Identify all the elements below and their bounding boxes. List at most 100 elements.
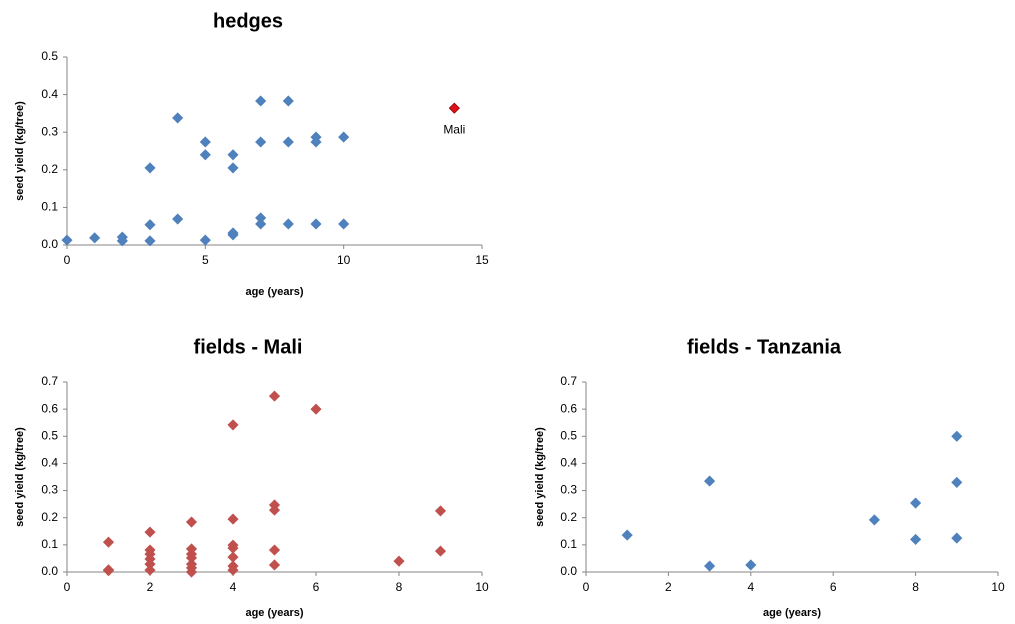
chart-title: fields - Tanzania (687, 336, 842, 358)
data-point (282, 95, 294, 107)
data-point (61, 234, 73, 246)
data-point (144, 219, 156, 231)
x-tick-label: 0 (64, 580, 71, 594)
y-tick-label: 0.1 (560, 537, 577, 551)
y-tick-label: 0.0 (41, 564, 58, 578)
data-point (704, 560, 716, 572)
y-tick-label: 0.4 (560, 456, 577, 470)
data-point (910, 497, 922, 509)
data-point (310, 218, 322, 230)
y-tick-label: 0.6 (41, 401, 58, 415)
y-tick-label: 0.4 (41, 87, 58, 101)
data-point (144, 162, 156, 174)
data-point (310, 136, 322, 148)
x-tick-label: 5 (202, 253, 209, 267)
data-point (338, 131, 350, 143)
data-point (704, 475, 716, 487)
point-annotation: Mali (443, 122, 465, 136)
x-axis-title: age (years) (245, 286, 303, 298)
data-point (227, 419, 239, 431)
data-point (144, 235, 156, 247)
y-tick-label: 0.0 (41, 237, 58, 251)
data-point (621, 529, 633, 541)
data-point (268, 390, 281, 402)
data-point (434, 545, 447, 557)
x-tick-label: 0 (583, 580, 590, 594)
data-point (144, 564, 156, 576)
data-point (116, 235, 128, 247)
data-point (255, 136, 267, 148)
data-point (268, 559, 281, 571)
data-point (199, 136, 211, 148)
data-point (227, 149, 239, 161)
x-tick-label: 8 (912, 580, 919, 594)
data-point (745, 559, 757, 571)
data-point (102, 536, 115, 548)
y-tick-label: 0.7 (41, 374, 58, 388)
data-point (910, 533, 922, 545)
y-tick-label: 0.3 (41, 483, 58, 497)
y-tick-label: 0.3 (41, 124, 58, 138)
x-tick-label: 6 (830, 580, 837, 594)
x-tick-label: 4 (230, 580, 237, 594)
data-point (448, 102, 460, 114)
chart-title: fields - Mali (194, 336, 303, 358)
y-tick-label: 0.0 (560, 564, 577, 578)
y-tick-label: 0.2 (41, 510, 58, 524)
data-point (227, 229, 239, 241)
x-tick-label: 0 (64, 253, 71, 267)
y-tick-label: 0.2 (560, 510, 577, 524)
data-point (199, 149, 211, 161)
x-tick-label: 10 (991, 580, 1005, 594)
data-point (185, 566, 198, 578)
chart-title: hedges (213, 10, 283, 32)
x-tick-label: 2 (147, 580, 154, 594)
y-axis-title: seed yield (kg/tree) (14, 427, 26, 527)
x-axis-title: age (years) (763, 607, 821, 619)
data-point (227, 564, 239, 576)
x-tick-label: 2 (665, 580, 672, 594)
data-point (282, 136, 294, 148)
y-tick-label: 0.2 (41, 162, 58, 176)
data-point (199, 234, 211, 246)
data-point (434, 505, 447, 517)
data-point (227, 513, 239, 525)
y-tick-label: 0.5 (41, 49, 58, 63)
x-tick-label: 4 (747, 580, 754, 594)
y-tick-label: 0.1 (41, 537, 58, 551)
data-point (185, 516, 198, 528)
data-point (310, 403, 322, 415)
data-point (227, 162, 239, 174)
y-tick-label: 0.3 (560, 483, 577, 497)
y-tick-label: 0.4 (41, 456, 58, 470)
y-tick-label: 0.5 (41, 428, 58, 442)
data-point (172, 112, 184, 124)
data-point (338, 218, 350, 230)
y-tick-label: 0.5 (560, 428, 577, 442)
data-point (89, 232, 101, 244)
data-point (951, 430, 963, 442)
y-tick-label: 0.6 (560, 401, 577, 415)
data-point (951, 532, 963, 544)
x-tick-label: 10 (337, 253, 351, 267)
data-point (102, 564, 115, 576)
x-tick-label: 8 (396, 580, 403, 594)
data-point (868, 514, 880, 526)
data-point (951, 476, 963, 488)
data-point (255, 218, 267, 230)
y-tick-label: 0.7 (560, 374, 577, 388)
y-tick-label: 0.1 (41, 200, 58, 214)
data-point (144, 526, 156, 538)
y-axis-title: seed yield (kg/tree) (14, 101, 26, 201)
data-point (172, 213, 184, 225)
data-point (282, 218, 294, 230)
data-point (268, 544, 281, 556)
x-axis-title: age (years) (245, 607, 303, 619)
data-point (268, 504, 281, 516)
data-point (255, 95, 267, 107)
x-tick-label: 15 (475, 253, 489, 267)
y-axis-title: seed yield (kg/tree) (534, 427, 546, 527)
x-tick-label: 6 (313, 580, 320, 594)
